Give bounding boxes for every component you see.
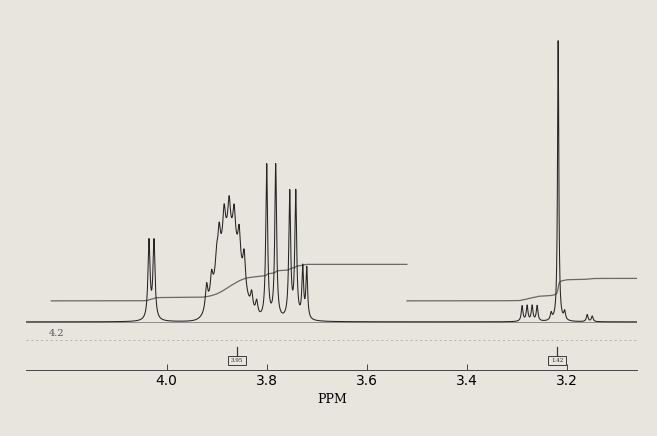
Bar [548, 356, 566, 365]
Text: 4.2: 4.2 [49, 329, 64, 337]
Text: 3.95: 3.95 [231, 358, 243, 363]
X-axis label: PPM: PPM [317, 393, 347, 406]
Bar [227, 356, 246, 365]
Text: 1.42: 1.42 [551, 358, 563, 363]
